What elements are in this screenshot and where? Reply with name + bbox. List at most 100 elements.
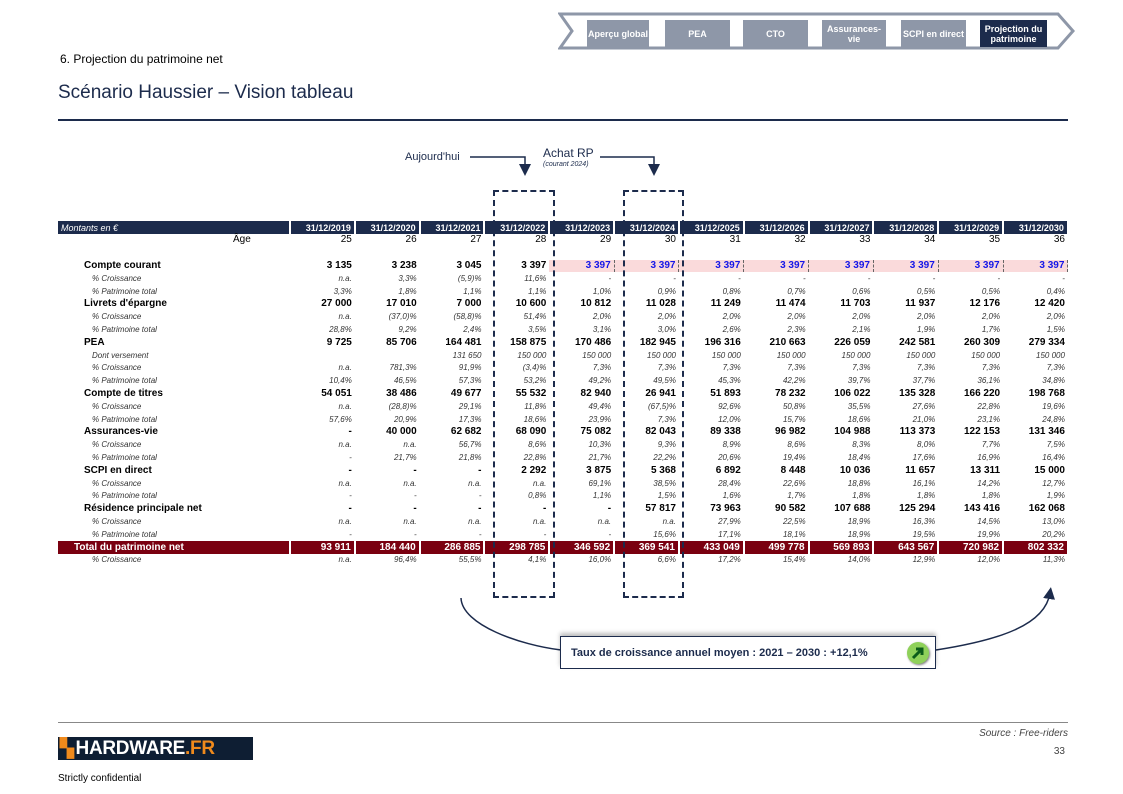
table-row: Compte courant 3 135 3 238 3 045 3 397 3 397 3… <box>58 259 1069 273</box>
table-cell: 7,3% <box>657 363 676 373</box>
table-cell: - <box>608 273 612 283</box>
table-cell: 16,4% <box>1042 452 1065 462</box>
table-row: % Croissance n.a. n.a. n.a. n.a. 69,1% 38,5% 28… <box>58 477 1068 490</box>
table-row: Compte de titres 54 051 38 486 49 677 55 532… <box>58 388 1068 401</box>
age-cell: 33 <box>859 234 871 246</box>
table-cell: 21,7% <box>588 452 612 462</box>
table-cell: 19,6% <box>1042 401 1065 411</box>
table-cell: 57,6% <box>329 414 352 424</box>
table-cell: 182 945 <box>639 336 676 348</box>
row-label: Résidence principale net <box>84 503 202 515</box>
table-cell: - <box>1062 273 1065 283</box>
row-label: % Patrimoine total <box>92 376 157 386</box>
hardware-fr-logo: ▚ HARDWARE .FR <box>58 737 253 760</box>
table-cell: 1,1% <box>592 491 612 501</box>
nav-scpi-direct[interactable]: SCPI en direct <box>901 20 966 47</box>
source-note: Source : Free-riders <box>979 728 1068 739</box>
table-cell: - <box>349 491 352 501</box>
table-cell: 28,8% <box>329 324 352 334</box>
table-cell: 50,8% <box>782 401 806 411</box>
column-header-date: 31/12/2021 <box>419 221 486 234</box>
trend-up-arrow-icon <box>907 642 929 664</box>
row-label: Compte courant <box>84 259 161 271</box>
table-cell: 3 045 <box>456 259 482 271</box>
projected-input-cell[interactable]: 3 397 <box>873 259 939 273</box>
nav-projection-patrimoine[interactable]: Projection du patrimoine <box>980 20 1047 47</box>
table-cell: - <box>348 503 352 515</box>
table-cell: 49,5% <box>653 376 676 386</box>
table-cell: n.a. <box>338 401 352 411</box>
table-cell: 14,0% <box>847 555 871 565</box>
table-cell: 39,7% <box>847 376 871 386</box>
table-cell: 35,5% <box>847 401 871 411</box>
nav-cto[interactable]: CTO <box>743 20 808 47</box>
table-cell: 0,5% <box>917 286 936 296</box>
age-row: Âge 25 26 27 28 29 30 31 32 33 34 35 36 <box>58 234 1068 247</box>
projection-table: Montants en €31/12/2019 31/12/2020 31/12/2… <box>58 221 1069 567</box>
header-label: Montants en € <box>58 221 291 234</box>
table-cell: 75 082 <box>580 426 612 438</box>
table-row: % Patrimoine total 28,8% 9,2% 2,4% 3,5% 3,1% 3… <box>58 324 1068 337</box>
column-header-date: 31/12/2029 <box>938 221 1005 234</box>
achat-arrow <box>600 156 660 176</box>
table-cell: 143 416 <box>963 503 1001 515</box>
table-cell: 781,3% <box>389 363 417 373</box>
table-cell: 158 875 <box>510 336 547 348</box>
table-cell: 210 663 <box>769 336 806 348</box>
table-cell: - <box>543 529 547 539</box>
table-cell: 286 885 <box>419 541 486 554</box>
nav-assurances-vie[interactable]: Assurances-vie <box>822 20 886 47</box>
table-cell: 23,9% <box>588 414 612 424</box>
table-cell: 38 486 <box>386 387 417 399</box>
nav-apercu-global[interactable]: Aperçu global <box>587 20 649 47</box>
projected-input-cell[interactable]: 3 397 <box>1003 259 1069 273</box>
table-cell: 7,3% <box>917 363 936 373</box>
nav-pea[interactable]: PEA <box>665 20 730 47</box>
today-arrow <box>470 156 531 176</box>
projected-input-cell[interactable]: 3 397 <box>678 259 745 273</box>
table-row: % Croissance n.a. 3,3% (5,9)% 11,6% - - - - - - - - <box>58 272 1068 285</box>
table-cell: - <box>348 426 352 438</box>
table-cell: 164 481 <box>445 336 482 348</box>
table-cell: 162 068 <box>1028 503 1065 515</box>
projected-input-cell[interactable]: 3 397 <box>614 259 680 273</box>
table-row: % Croissance n.a. 781,3% 91,9% (3,4)% 7,3% 7,3… <box>58 362 1068 375</box>
column-header-date: 31/12/2025 <box>678 221 745 234</box>
row-label: % Croissance <box>92 401 142 411</box>
column-header-date: 31/12/2020 <box>354 221 421 234</box>
table-cell: 2,0% <box>917 312 936 322</box>
table-cell: 0,8% <box>528 491 547 501</box>
row-label: Compte de titres <box>84 387 163 399</box>
table-cell: (28,8)% <box>388 401 417 411</box>
table-row: Résidence principale net - - - - - 57 817 73 96… <box>58 503 1068 516</box>
achat-rp-label: Achat RP <box>543 146 594 160</box>
age-cell: 27 <box>470 234 482 246</box>
table-cell: 45,3% <box>718 376 741 386</box>
table-cell: 107 688 <box>834 503 871 515</box>
table-cell: 131 650 <box>452 350 482 360</box>
curve-right-arrow <box>935 587 1055 651</box>
projected-input-cell[interactable]: 3 397 <box>938 259 1004 273</box>
table-cell: - <box>478 464 482 476</box>
table-cell: 11 657 <box>905 464 936 476</box>
table-cell: 1,7% <box>981 324 1001 334</box>
table-cell: 11,8% <box>524 401 547 411</box>
projected-input-cell[interactable]: 3 397 <box>743 259 810 273</box>
projected-input-cell[interactable]: 3 397 <box>549 259 615 273</box>
table-cell: 12,0% <box>718 414 741 424</box>
projected-input-cell[interactable]: 3 397 <box>808 259 874 273</box>
growth-callout-text: Taux de croissance annuel moyen : 2021 –… <box>571 646 868 659</box>
table-row: % Patrimoine total - - - - - 15,6% 17,1% 18,1% 18… <box>58 528 1068 541</box>
table-cell: n.a. <box>403 516 417 526</box>
table-cell: - <box>349 529 352 539</box>
table-cell: 4,1% <box>528 555 547 565</box>
table-cell: 27,6% <box>912 401 936 411</box>
table-cell: 12 176 <box>969 298 1001 310</box>
row-label: SCPI en direct <box>84 464 152 476</box>
table-cell: 91,9% <box>458 363 482 373</box>
table-cell: 16,1% <box>912 478 936 488</box>
growth-callout: Taux de croissance annuel moyen : 2021 –… <box>560 636 936 669</box>
table-cell: 18,8% <box>847 478 871 488</box>
table-cell: 8,9% <box>722 440 741 450</box>
table-cell: - <box>932 273 936 283</box>
